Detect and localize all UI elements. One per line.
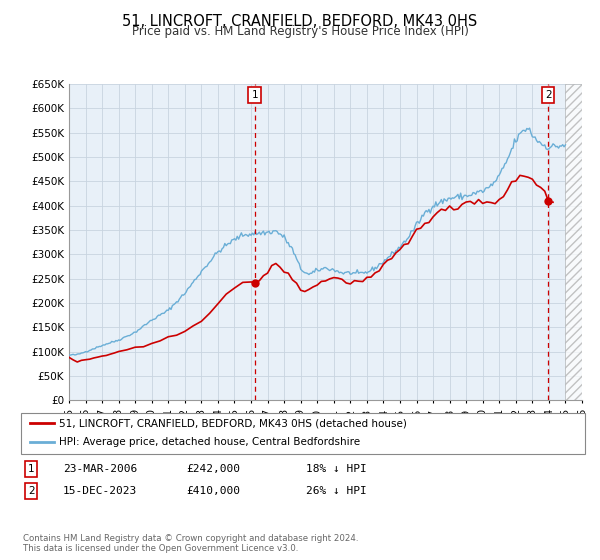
Text: HPI: Average price, detached house, Central Bedfordshire: HPI: Average price, detached house, Cent…: [59, 437, 361, 447]
Text: Price paid vs. HM Land Registry's House Price Index (HPI): Price paid vs. HM Land Registry's House …: [131, 25, 469, 38]
Text: 2: 2: [545, 90, 551, 100]
Text: 1: 1: [28, 464, 35, 474]
Text: 23-MAR-2006: 23-MAR-2006: [63, 464, 137, 474]
Text: 18% ↓ HPI: 18% ↓ HPI: [306, 464, 367, 474]
Text: 15-DEC-2023: 15-DEC-2023: [63, 486, 137, 496]
Text: Contains HM Land Registry data © Crown copyright and database right 2024.
This d: Contains HM Land Registry data © Crown c…: [23, 534, 358, 553]
Text: 26% ↓ HPI: 26% ↓ HPI: [306, 486, 367, 496]
Bar: [565, 84, 582, 400]
Text: 51, LINCROFT, CRANFIELD, BEDFORD, MK43 0HS: 51, LINCROFT, CRANFIELD, BEDFORD, MK43 0…: [122, 14, 478, 29]
Text: 1: 1: [251, 90, 258, 100]
Text: 51, LINCROFT, CRANFIELD, BEDFORD, MK43 0HS (detached house): 51, LINCROFT, CRANFIELD, BEDFORD, MK43 0…: [59, 418, 407, 428]
Text: £242,000: £242,000: [186, 464, 240, 474]
Text: 2: 2: [28, 486, 35, 496]
Text: £410,000: £410,000: [186, 486, 240, 496]
